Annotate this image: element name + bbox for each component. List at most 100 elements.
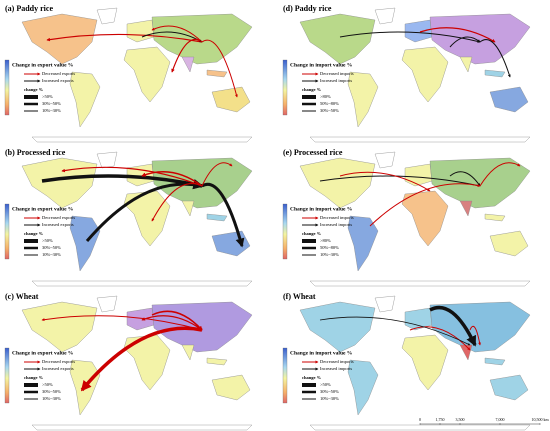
legend-subtitle: change % — [302, 375, 322, 380]
trade-flow-arrow — [141, 315, 203, 331]
trade-flow-arrow — [41, 315, 203, 331]
panel-title: (d) Paddy rice — [283, 4, 332, 13]
landmass — [299, 157, 376, 209]
colorbar — [282, 203, 288, 260]
map-panel: (c) Wheat Change in export value % Decreas… — [2, 290, 272, 431]
landmass — [459, 56, 473, 73]
landmass — [206, 69, 228, 78]
landmass — [404, 19, 433, 43]
landmass — [211, 374, 251, 401]
trade-flow-arrow — [201, 182, 245, 248]
trade-flow-arrow — [85, 180, 204, 242]
landmass — [31, 424, 253, 431]
legend-subtitle: change % — [302, 231, 322, 236]
panel-title: (b) Processed rice — [5, 148, 66, 157]
colorbar — [4, 59, 10, 116]
landmass — [309, 136, 531, 143]
landmass — [123, 46, 171, 103]
legend-subtitle: change % — [302, 87, 322, 92]
landmass — [206, 357, 228, 366]
landmass — [374, 295, 396, 313]
map-panel: (d) Paddy rice Change in import value % De… — [280, 2, 550, 143]
colorbar — [4, 347, 10, 404]
landmass — [401, 334, 449, 391]
trade-flow-arrow — [151, 310, 203, 331]
trade-flow-arrow — [409, 326, 471, 351]
trade-flow-arrow — [80, 326, 203, 392]
landmass — [484, 213, 506, 222]
legend-label: Decreased imports — [320, 215, 354, 220]
landmass — [489, 230, 529, 257]
legend-label: 10%~30% — [42, 252, 61, 257]
legend-label: 50%~80% — [320, 101, 339, 106]
landmass — [404, 307, 433, 331]
map-panel: (e) Processed rice Change in import value… — [280, 146, 550, 287]
trade-flow-arrow — [46, 33, 203, 43]
trade-flow-arrow — [41, 174, 204, 190]
landmass — [347, 71, 379, 128]
legend-title: Change in export value % — [12, 350, 73, 356]
legend-label: >50% — [320, 382, 331, 387]
legend-label: >50% — [42, 238, 53, 243]
landmass — [96, 295, 118, 313]
landmass — [211, 86, 251, 113]
scale-bar: 0 1,750 3,500 7,000 10,500 km — [419, 417, 549, 425]
landmass — [31, 136, 253, 143]
trade-flow-arrow — [419, 27, 496, 43]
trade-flow-arrow — [339, 171, 431, 192]
legend-label: Increased exports — [42, 78, 74, 83]
trade-flow-arrow — [201, 162, 233, 187]
legend-label: 30%~50% — [320, 389, 339, 394]
trade-flow-arrow — [61, 166, 203, 187]
landmass — [309, 424, 531, 431]
landmass — [21, 301, 98, 353]
trade-flow-arrow — [319, 316, 471, 346]
colorbar — [282, 59, 288, 116]
landmass — [299, 301, 376, 353]
landmass — [347, 359, 379, 416]
landmass — [489, 374, 529, 401]
landmass — [123, 334, 171, 391]
trade-flow-arrow — [141, 171, 203, 187]
landmass — [429, 13, 531, 65]
legend-label: >80% — [320, 94, 331, 99]
legend-label: Decreased exports — [42, 359, 75, 364]
trade-flow-arrow — [201, 39, 238, 98]
legend-label: Decreased exports — [42, 215, 75, 220]
trade-flow-arrow — [339, 31, 481, 43]
landmass — [96, 151, 118, 169]
landmass — [21, 13, 98, 65]
landmass — [374, 151, 396, 169]
landmass — [206, 213, 228, 222]
landmass — [21, 157, 98, 209]
legend-subtitle: change % — [24, 375, 44, 380]
legend-subtitle: change % — [24, 231, 44, 236]
colorbar — [4, 203, 10, 260]
legend-label: 30%~50% — [320, 108, 339, 113]
landmass — [31, 280, 253, 287]
scale-label: 7,000 — [496, 417, 505, 423]
landmass — [299, 13, 376, 65]
trade-flow-arrow — [479, 39, 511, 78]
landmass — [401, 46, 449, 103]
trade-flow-arrow — [369, 183, 481, 227]
landmass — [123, 190, 171, 247]
landmass — [459, 200, 473, 217]
legend-label: 10%~30% — [42, 108, 61, 113]
landmass — [181, 200, 195, 217]
colorbar — [282, 347, 288, 404]
legend-label: 10%~30% — [320, 396, 339, 401]
panel-title: (f) Wheat — [283, 292, 316, 301]
legend-label: 10%~30% — [320, 252, 339, 257]
landmass — [489, 86, 529, 113]
legend-title: Change in export value % — [12, 62, 73, 68]
trade-flow-arrow — [319, 175, 481, 187]
trade-flow-arrow — [479, 162, 521, 187]
legend-label: Decreased imports — [320, 71, 354, 76]
trade-flow-arrow — [151, 183, 203, 222]
trade-flow-arrow — [171, 38, 203, 73]
map-panel: (a) Paddy rice Change in export value % De… — [2, 2, 272, 143]
landmass — [401, 190, 449, 247]
scale-label: 3,500 — [456, 417, 465, 423]
